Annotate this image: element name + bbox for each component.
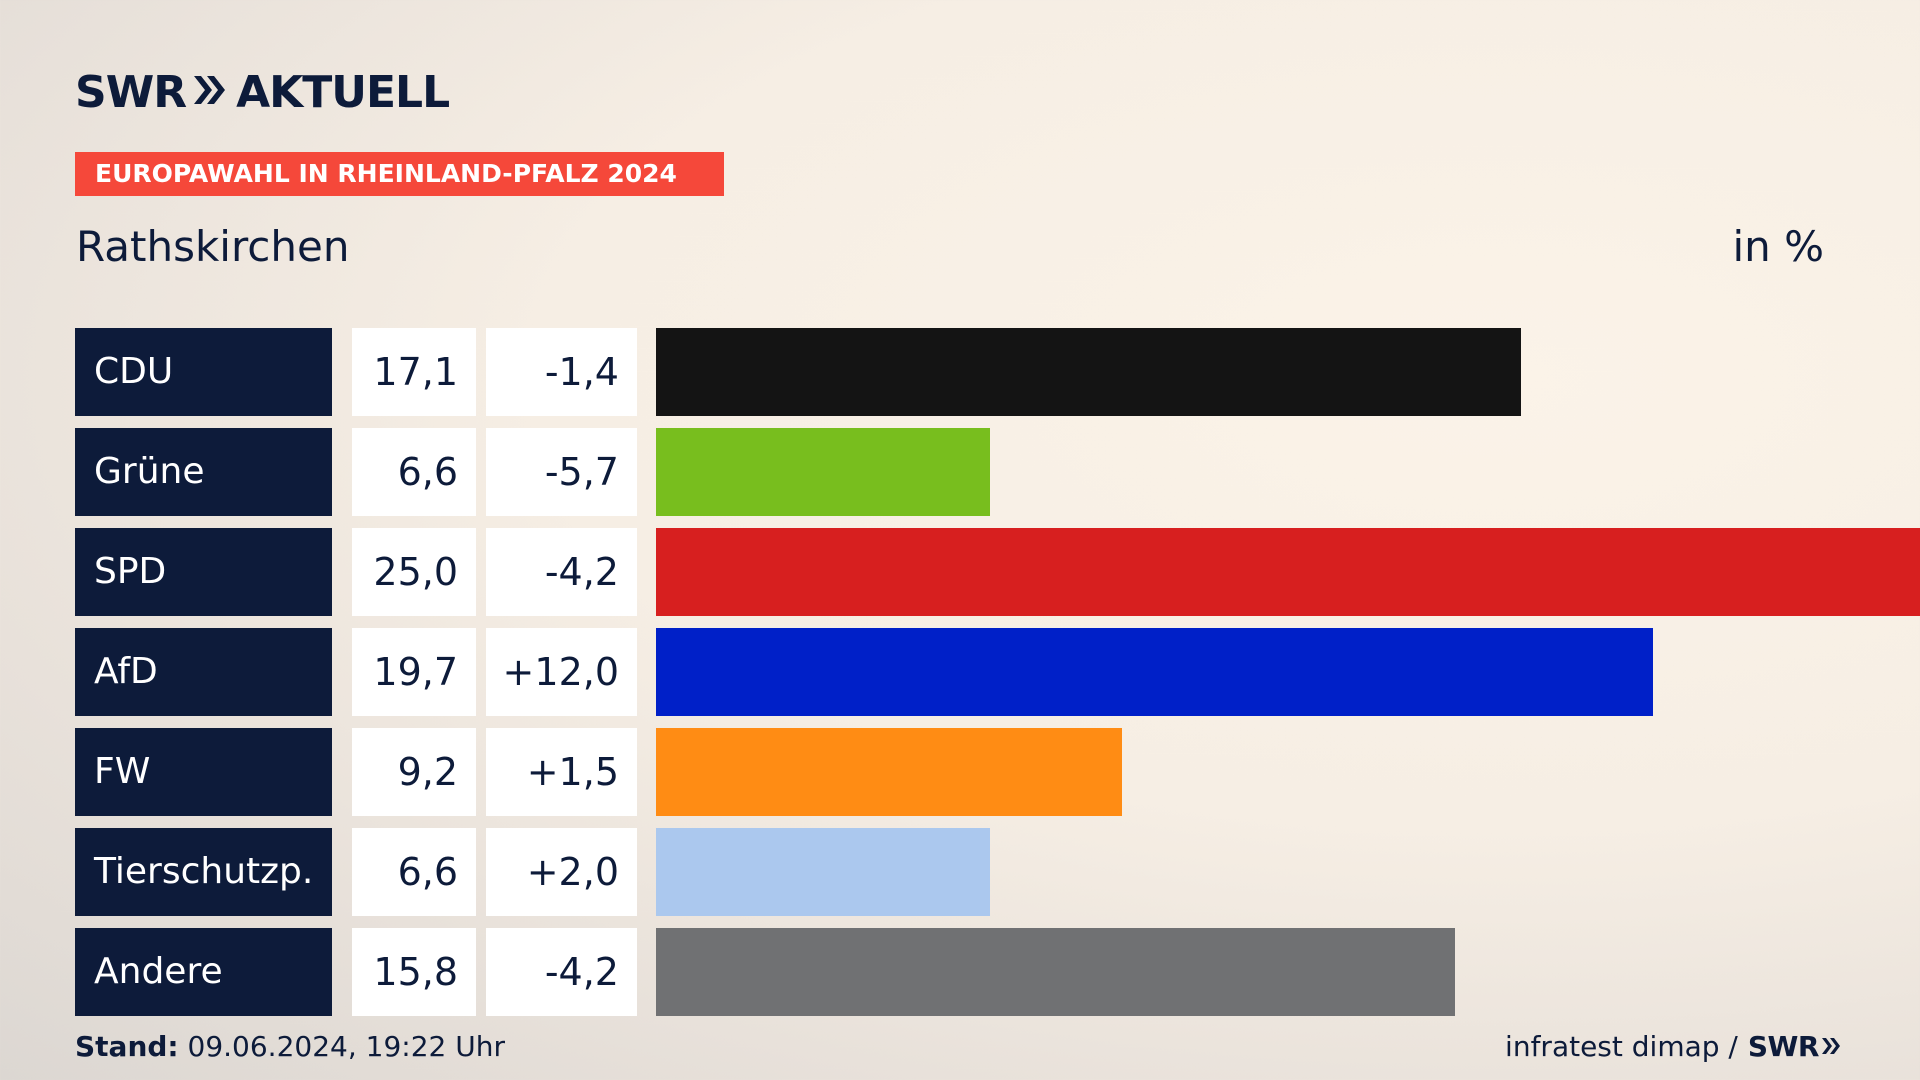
vote-share-bar [656, 328, 1521, 416]
logo-aktuell-text: AKTUELL [236, 66, 450, 118]
vote-change-value: -4,2 [486, 528, 637, 616]
logo-swr-text: SWR [75, 66, 187, 118]
vote-change-value: -4,2 [486, 928, 637, 1016]
source-credit: infratest dimap / SWR [1505, 1030, 1843, 1063]
vote-change-value: +1,5 [486, 728, 637, 816]
vote-share-bar [656, 728, 1122, 816]
unit-label: in % [1732, 222, 1824, 271]
vote-share-bar [656, 928, 1455, 1016]
swr-aktuell-logo: SWR AKTUELL [75, 66, 450, 118]
chart-title: Rathskirchen [76, 222, 350, 271]
vote-share-bar [656, 428, 990, 516]
vote-share-value: 6,6 [352, 428, 476, 516]
source-brand: SWR [1747, 1030, 1820, 1063]
party-label: Tierschutzp. [75, 828, 332, 916]
vote-share-value: 17,1 [352, 328, 476, 416]
timestamp: Stand: 09.06.2024, 19:22 Uhr [75, 1030, 505, 1063]
vote-share-bar [656, 628, 1653, 716]
party-label: FW [75, 728, 332, 816]
source-text: infratest dimap / [1505, 1030, 1738, 1063]
vote-change-value: -1,4 [486, 328, 637, 416]
vote-share-value: 6,6 [352, 828, 476, 916]
vote-share-value: 25,0 [352, 528, 476, 616]
vote-change-value: +12,0 [486, 628, 637, 716]
party-label: SPD [75, 528, 332, 616]
party-label: Grüne [75, 428, 332, 516]
party-label: AfD [75, 628, 332, 716]
stand-value: 09.06.2024, 19:22 Uhr [178, 1030, 505, 1063]
vote-share-value: 19,7 [352, 628, 476, 716]
vote-share-value: 15,8 [352, 928, 476, 1016]
double-chevron-icon [192, 67, 228, 118]
vote-share-bar [656, 828, 990, 916]
stand-label: Stand: [75, 1030, 179, 1063]
election-banner: EUROPAWAHL IN RHEINLAND-PFALZ 2024 [75, 152, 724, 196]
party-label: Andere [75, 928, 332, 1016]
vote-change-value: -5,7 [486, 428, 637, 516]
double-chevron-small-icon [1821, 1030, 1843, 1063]
vote-change-value: +2,0 [486, 828, 637, 916]
vote-share-value: 9,2 [352, 728, 476, 816]
party-label: CDU [75, 328, 332, 416]
vote-share-bar [656, 528, 1920, 616]
